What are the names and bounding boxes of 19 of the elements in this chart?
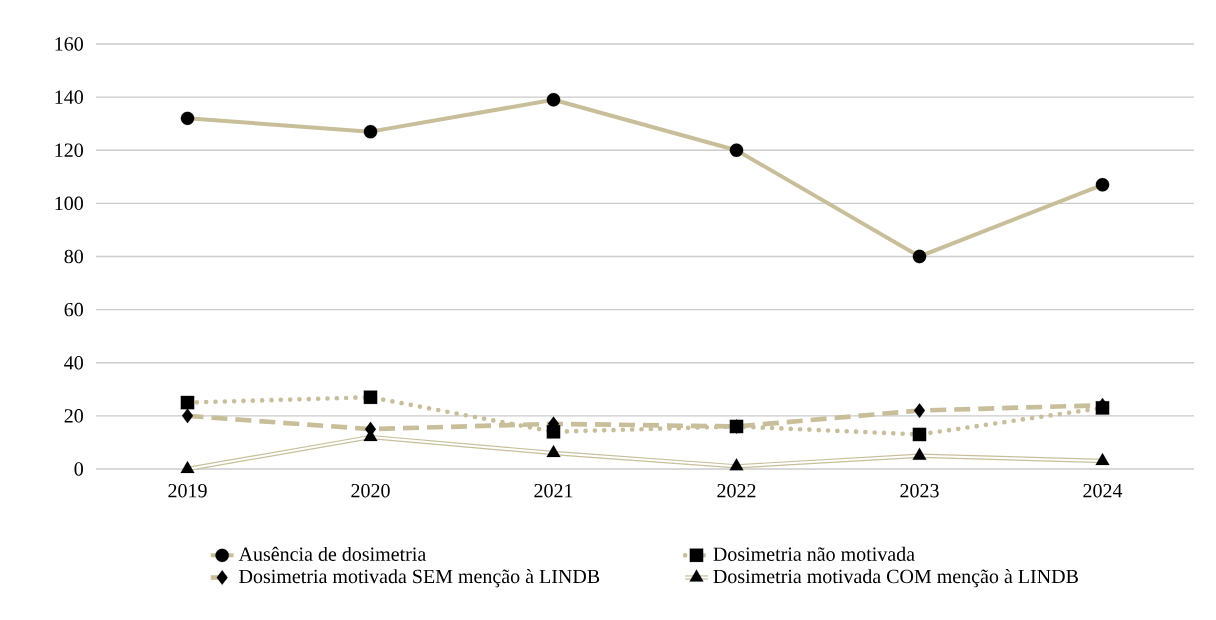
legend-label: Dosimetria motivada SEM menção à LINDB [239,569,600,588]
x-tick-label: 2022 [717,483,756,498]
x-tick-label: 2019 [168,483,207,498]
x-tick-label: 2021 [534,483,573,498]
y-tick-label: 100 [55,196,83,211]
x-tick-label: 2020 [351,483,390,498]
y-tick-label: 80 [64,249,83,264]
x-tick-label: 2023 [900,483,939,498]
legend-label: Dosimetria não motivada [713,546,915,561]
y-tick-label: 120 [55,143,83,157]
y-tick-label: 40 [64,355,83,370]
y-tick-label: 0 [74,462,83,476]
legend-label: Ausência de dosimetria [238,546,426,561]
y-tick-label: 20 [64,409,83,423]
y-tick-label: 140 [55,90,83,104]
legend-label: Dosimetria motivada COM menção à LINDB [713,569,1078,588]
y-tick-label: 60 [64,302,83,317]
x-tick-label: 2024 [1083,483,1123,498]
y-tick-label: 160 [55,37,83,51]
